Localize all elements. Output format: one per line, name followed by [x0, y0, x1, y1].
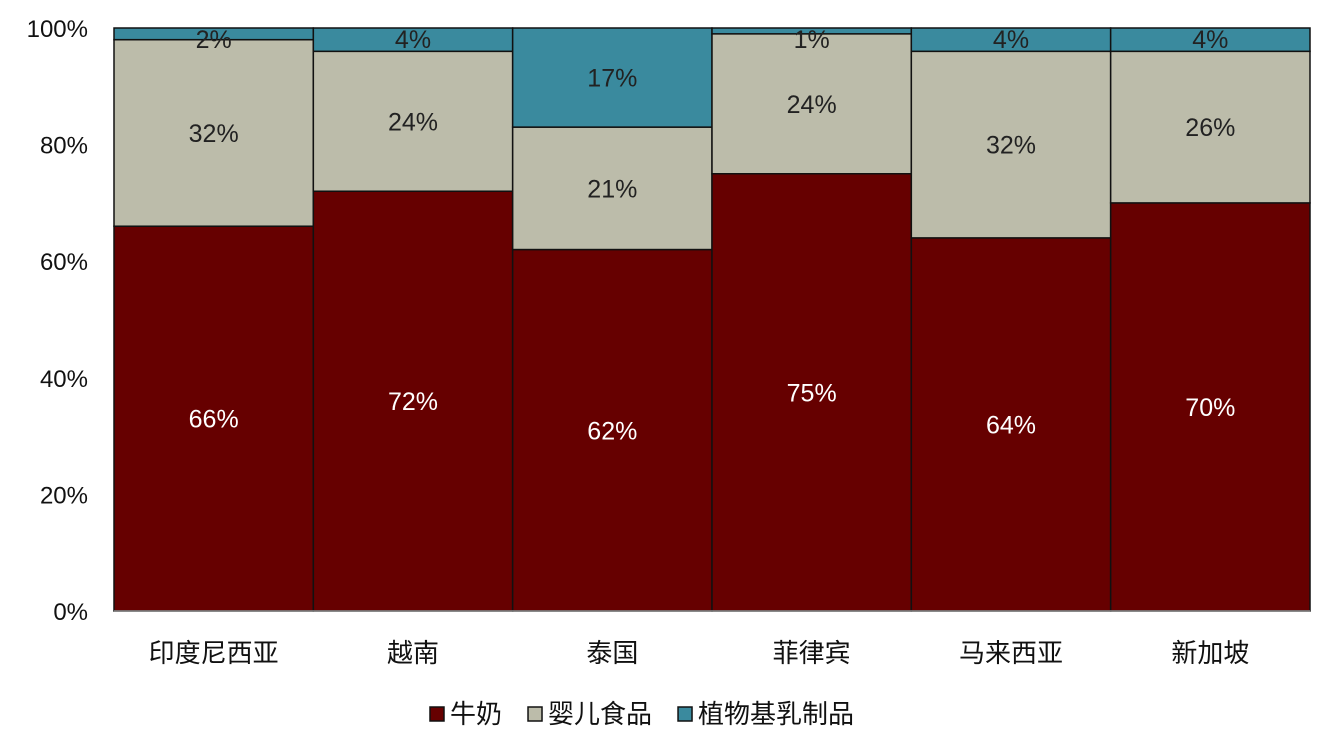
data-label-2-4: 24% [787, 91, 837, 119]
y-tick-label-6: 100% [27, 16, 88, 43]
legend: 牛奶 婴儿食品 植物基乳制品 [429, 699, 854, 729]
data-label-1-5: 64% [986, 411, 1036, 439]
data-label-1-1: 66% [189, 406, 239, 434]
x-tick-label-5: 马来西亚 [959, 638, 1063, 668]
data-label-3-1: 2% [196, 26, 232, 54]
bar-segment-2-2 [312, 50, 514, 192]
bar-segment-2-1 [113, 38, 315, 227]
x-tick-label-6: 新加坡 [1171, 638, 1249, 668]
x-axis: 印度尼西亚 越南 泰国 菲律宾 马来西亚 新加坡 [114, 610, 1310, 668]
x-tick-label-4: 菲律宾 [773, 638, 851, 668]
x-tick-label-1: 印度尼西亚 [149, 638, 279, 668]
data-label-3-5: 4% [993, 26, 1029, 54]
data-label-2-3: 21% [587, 175, 637, 203]
y-tick-label-4: 60% [40, 249, 88, 276]
data-label-1-4: 75% [787, 379, 837, 407]
bar-segment-1-6 [1109, 202, 1311, 612]
data-label-2-5: 32% [986, 132, 1036, 160]
legend-label-3: 植物基乳制品 [698, 699, 854, 729]
bar-segment-2-4 [711, 33, 913, 175]
data-label-2-2: 24% [388, 108, 438, 136]
legend-label-2: 婴儿食品 [548, 699, 652, 729]
bar-segment-2-3 [511, 126, 713, 251]
data-label-1-6: 70% [1185, 394, 1235, 422]
data-label-3-3: 17% [587, 65, 637, 93]
y-tick-label-3: 40% [40, 366, 88, 393]
legend-swatch-1 [429, 706, 445, 722]
bars-layer [113, 27, 1311, 612]
bar-segment-1-1 [113, 225, 315, 612]
data-label-2-6: 26% [1185, 114, 1235, 142]
legend-swatch-2 [527, 706, 543, 722]
data-label-1-3: 62% [587, 417, 637, 445]
data-label-3-6: 4% [1192, 26, 1228, 54]
legend-swatch-3 [677, 706, 693, 722]
x-tick-label-3: 泰国 [586, 638, 638, 668]
bar-segment-2-5 [910, 50, 1112, 239]
data-label-1-2: 72% [388, 388, 438, 416]
y-tick-label-1: 0% [53, 599, 88, 626]
bar-segment-1-5 [910, 237, 1112, 612]
bar-segment-3-6 [1109, 27, 1311, 53]
bar-segment-3-3 [511, 27, 713, 128]
data-label-3-4: 1% [794, 26, 830, 54]
x-tick-label-2: 越南 [387, 638, 439, 668]
y-axis: 0% 20% 40% 60% 80% 100% [27, 16, 88, 626]
y-tick-label-2: 20% [40, 482, 88, 509]
bar-segment-2-6 [1109, 50, 1311, 204]
data-label-2-1: 32% [189, 120, 239, 148]
legend-label-1: 牛奶 [450, 699, 502, 729]
data-label-3-2: 4% [395, 26, 431, 54]
y-tick-label-5: 80% [40, 133, 88, 160]
data-labels-layer: 66% 32% 2% 72% 24% 4% 62% 21% 17% 75% 24% 1% 64% 32% 4… [189, 26, 1236, 445]
